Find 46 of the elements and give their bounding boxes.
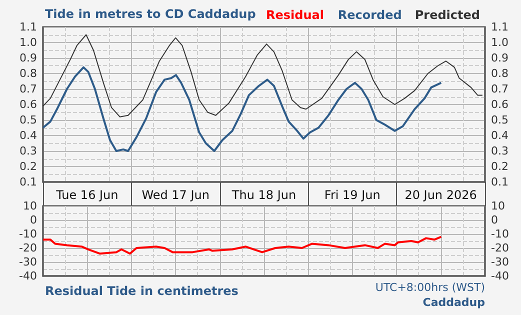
y2-tick-label: 0.3 xyxy=(491,144,508,158)
text: Predicted xyxy=(414,8,480,22)
y2-tick-label: 0.9 xyxy=(491,52,508,64)
y-tick-label: 0.9 xyxy=(20,52,37,64)
y2-tick-label: -10 xyxy=(491,228,509,240)
y-tick-label: -40 xyxy=(19,270,37,282)
y2-tick-label: 0.4 xyxy=(491,129,508,142)
y-tick-label: -20 xyxy=(19,242,37,254)
chart-title: Tide in metres to CD Caddadup xyxy=(45,7,256,21)
x-tick-label: Wed 17 Jun xyxy=(142,188,210,202)
y2-tick-label: 10 xyxy=(491,200,505,212)
text: Caddadup xyxy=(422,296,486,309)
y-tick-label: 0 xyxy=(30,214,37,226)
y-tick-label: 0.7 xyxy=(20,82,37,96)
x-tick-label: Tue 16 Jun xyxy=(55,188,118,202)
x-tick-label: Thu 18 Jun xyxy=(230,188,296,202)
text: Residual Tide in centimetres xyxy=(45,284,238,298)
y2-tick-label: 0.7 xyxy=(491,82,508,96)
y2-tick-label: 1.0 xyxy=(491,36,508,49)
y2-tick-label: 0 xyxy=(491,214,498,226)
y-tick-label: 0.8 xyxy=(20,67,37,80)
text: UTC+8:00hrs (WST) xyxy=(375,281,485,294)
y-tick-label: 0.5 xyxy=(20,114,37,126)
y-tick-label: 1.0 xyxy=(20,36,37,49)
y2-tick-label: 0.8 xyxy=(491,67,508,80)
y-tick-label: 1.1 xyxy=(20,20,37,34)
y-tick-label: 0.4 xyxy=(20,129,37,142)
y-tick-label: -30 xyxy=(19,256,37,268)
y2-tick-label: 0.6 xyxy=(491,98,508,111)
y2-tick-label: 0.5 xyxy=(491,114,508,126)
y2-tick-label: -30 xyxy=(491,256,509,268)
y-tick-label: 0.6 xyxy=(20,98,37,111)
text: Residual xyxy=(266,8,324,22)
y-tick-label: 0.2 xyxy=(20,160,37,173)
y-tick-label: 10 xyxy=(23,200,37,212)
y2-tick-label: -20 xyxy=(491,242,509,254)
y-tick-label: 0.1 xyxy=(20,176,37,188)
y2-tick-label: 1.1 xyxy=(491,20,508,34)
x-tick-label: Fri 19 Jun xyxy=(324,188,380,202)
y-tick-label: 0.3 xyxy=(20,144,37,158)
y2-tick-label: -40 xyxy=(491,270,509,282)
y2-tick-label: 0.2 xyxy=(491,160,508,173)
x-tick-label: 20 Jun 2026 xyxy=(404,188,477,202)
y-tick-label: -10 xyxy=(19,228,37,240)
text: Recorded xyxy=(338,8,402,22)
y2-tick-label: 0.1 xyxy=(491,176,508,188)
